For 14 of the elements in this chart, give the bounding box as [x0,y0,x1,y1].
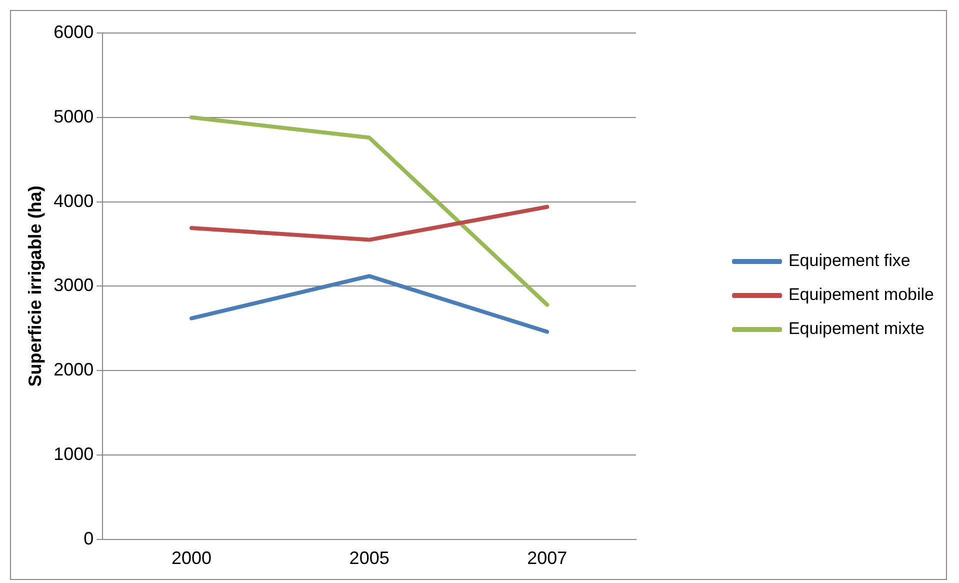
y-tick-label: 1000 [54,444,94,464]
legend-label: Equipement mobile [788,285,934,305]
x-tick-label: 2005 [349,548,390,568]
y-axis-title: Superficie irrigable (ha) [24,186,45,387]
y-tick-label: 4000 [54,190,94,211]
y-tick-label: 2000 [54,360,94,380]
y-tick-label: 6000 [54,22,94,42]
y-tick-label: 0 [84,528,94,548]
legend-label: Equipement fixe [788,251,910,271]
y-tick-label: 5000 [54,106,94,126]
legend-label: Equipement mixte [788,319,925,339]
x-tick-label: 2000 [172,548,212,568]
x-tick-label: 2007 [527,548,568,568]
y-tick-label: 3000 [54,275,94,296]
